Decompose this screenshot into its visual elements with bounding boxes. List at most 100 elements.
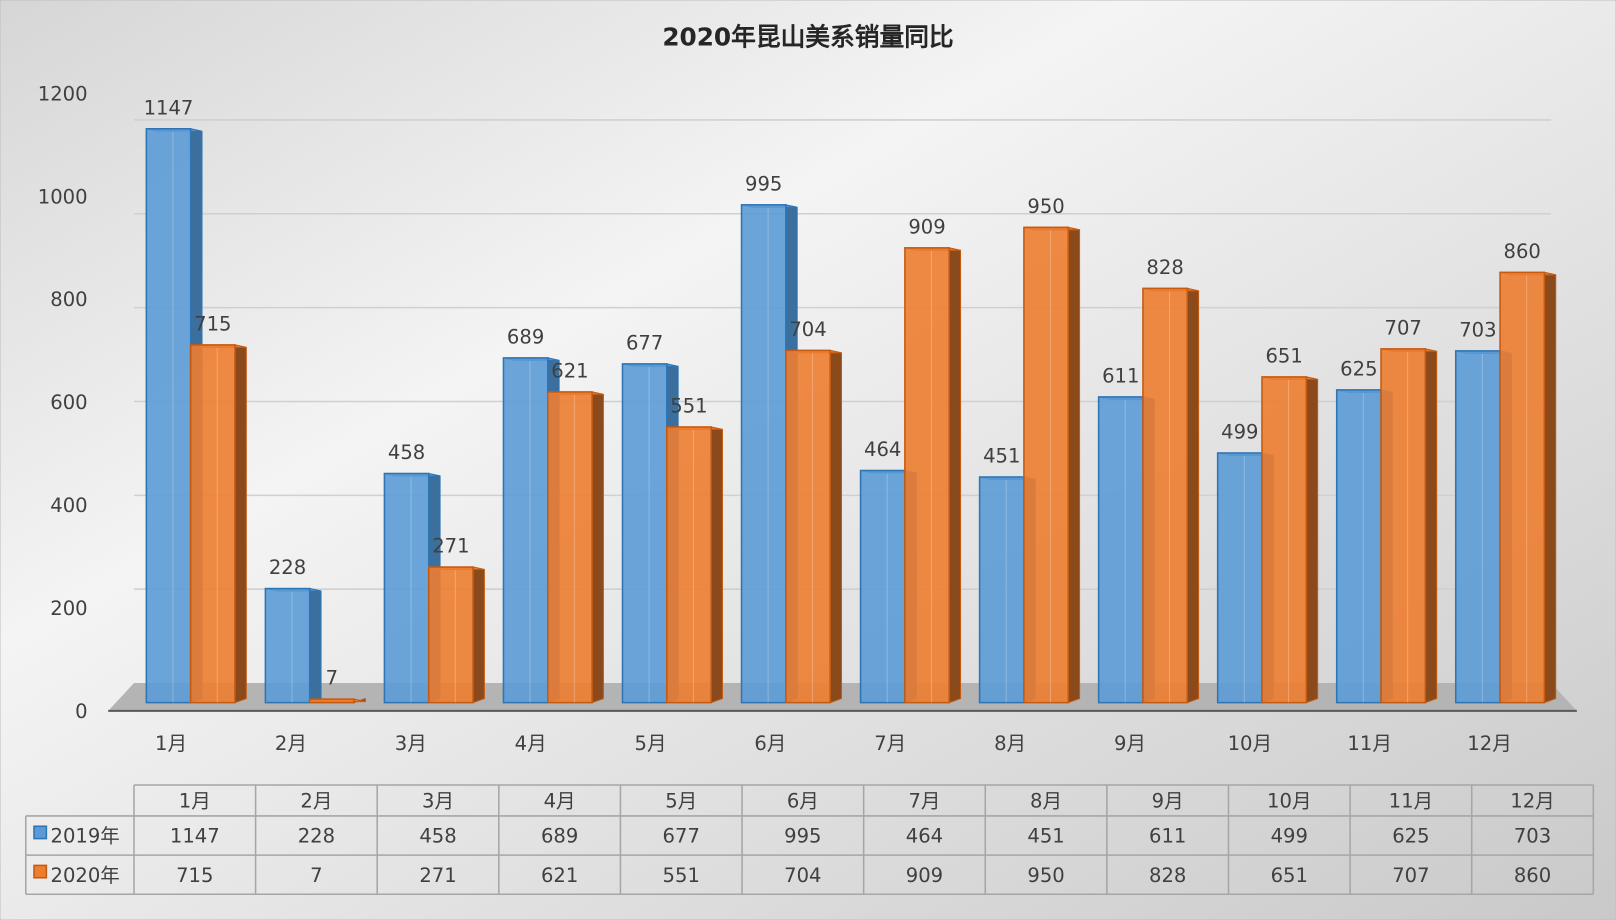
bar-2020-9 bbox=[1142, 287, 1200, 704]
x-tick-label: 8月 bbox=[994, 732, 1026, 755]
table-header-cell: 1月 bbox=[179, 790, 211, 813]
bar-front-face bbox=[546, 391, 593, 704]
bar-front-face bbox=[859, 469, 906, 704]
bar-front-face bbox=[785, 349, 831, 704]
data-label: 909 bbox=[908, 215, 945, 238]
bar-front-face bbox=[1216, 452, 1263, 704]
y-tick-label: 0 bbox=[75, 700, 87, 723]
bar-2020-12 bbox=[1499, 271, 1557, 704]
table-cell: 950 bbox=[1027, 864, 1064, 887]
bar-2019-2 bbox=[264, 587, 322, 704]
data-label: 7 bbox=[326, 667, 338, 690]
bar-side-face bbox=[1067, 226, 1081, 704]
data-label: 715 bbox=[194, 312, 231, 335]
x-tick-label: 1月 bbox=[155, 732, 187, 755]
table-cell: 621 bbox=[541, 864, 578, 887]
table-cell: 689 bbox=[541, 825, 578, 848]
data-label: 611 bbox=[1102, 365, 1139, 388]
data-label: 625 bbox=[1340, 358, 1377, 381]
table-cell: 228 bbox=[298, 825, 335, 848]
data-label: 551 bbox=[670, 395, 707, 418]
table-header-cell: 5月 bbox=[665, 790, 697, 813]
bar-front-face bbox=[427, 566, 474, 704]
bar-front-face bbox=[1261, 376, 1308, 704]
table-header-cell: 8月 bbox=[1030, 790, 1062, 813]
bar-2020-1 bbox=[189, 344, 247, 704]
bar-2020-5 bbox=[666, 426, 723, 704]
y-tick-label: 600 bbox=[50, 391, 87, 414]
bar-front-face bbox=[1097, 396, 1144, 704]
bar-side-face bbox=[1186, 287, 1200, 704]
legend-label: 2020年 bbox=[51, 864, 120, 887]
table-header-cell: 9月 bbox=[1152, 790, 1184, 813]
table-cell: 551 bbox=[663, 864, 700, 887]
bar-front-face bbox=[1335, 389, 1382, 704]
x-tick-label: 3月 bbox=[395, 732, 427, 755]
data-label: 689 bbox=[507, 326, 544, 349]
data-label: 707 bbox=[1385, 317, 1422, 340]
y-tick-label: 200 bbox=[50, 597, 87, 620]
x-tick-label: 5月 bbox=[635, 732, 667, 755]
bar-side-face bbox=[1305, 376, 1319, 704]
bar-front-face bbox=[904, 247, 950, 704]
bar-front-face bbox=[189, 344, 236, 704]
x-tick-label: 10月 bbox=[1228, 732, 1272, 755]
bar-side-face bbox=[948, 247, 962, 704]
table-header-cell: 11月 bbox=[1389, 790, 1433, 813]
table-header-cell: 4月 bbox=[544, 790, 576, 813]
y-tick-label: 800 bbox=[50, 288, 87, 311]
data-label: 621 bbox=[551, 360, 588, 383]
data-label: 703 bbox=[1459, 319, 1496, 342]
bar-front-face bbox=[1499, 271, 1546, 704]
data-label: 464 bbox=[864, 438, 901, 461]
bar-front-face bbox=[666, 426, 712, 704]
x-tick-label: 12月 bbox=[1467, 732, 1511, 755]
bar-front-face bbox=[740, 204, 787, 704]
table-cell: 7 bbox=[310, 864, 322, 887]
data-label: 228 bbox=[269, 556, 306, 579]
x-tick-label: 9月 bbox=[1114, 732, 1146, 755]
bar-front-face bbox=[1023, 226, 1070, 704]
data-label: 458 bbox=[388, 441, 425, 464]
table-cell: 451 bbox=[1027, 825, 1064, 848]
table-cell: 715 bbox=[176, 864, 213, 887]
data-label: 451 bbox=[983, 445, 1020, 468]
bar-2020-6 bbox=[785, 349, 843, 704]
data-label: 995 bbox=[745, 172, 782, 195]
data-label: 677 bbox=[626, 332, 663, 355]
table-header-cell: 10月 bbox=[1267, 790, 1311, 813]
bar-side-face bbox=[829, 349, 843, 704]
bar-front-face bbox=[383, 472, 430, 704]
bar-2020-2 bbox=[308, 697, 366, 704]
table-cell: 271 bbox=[419, 864, 456, 887]
legend-label: 2019年 bbox=[51, 825, 120, 848]
data-label: 704 bbox=[789, 318, 826, 341]
table-cell: 828 bbox=[1149, 864, 1186, 887]
table-cell: 464 bbox=[906, 825, 943, 848]
x-tick-label: 11月 bbox=[1347, 732, 1391, 755]
table-cell: 704 bbox=[784, 864, 821, 887]
bar-side-face bbox=[710, 426, 723, 704]
bar-front-face bbox=[1454, 350, 1501, 704]
bar-side-face bbox=[472, 566, 485, 704]
bar-2020-4 bbox=[546, 391, 604, 704]
bar-front-face bbox=[145, 128, 192, 704]
data-label: 499 bbox=[1221, 421, 1258, 444]
table-cell: 625 bbox=[1392, 825, 1429, 848]
table-header-cell: 7月 bbox=[908, 790, 940, 813]
y-tick-label: 400 bbox=[50, 494, 87, 517]
bar-side-face bbox=[1543, 271, 1557, 704]
table-cell: 703 bbox=[1514, 825, 1551, 848]
bar-2020-8 bbox=[1023, 226, 1081, 704]
bar-2020-3 bbox=[427, 566, 485, 704]
bar-side-face bbox=[309, 587, 322, 704]
y-tick-label: 1200 bbox=[38, 82, 88, 105]
bar-2020-10 bbox=[1261, 376, 1319, 704]
legend-key-2020年 bbox=[33, 864, 48, 879]
table-header-cell: 12月 bbox=[1510, 790, 1554, 813]
table-cell: 909 bbox=[906, 864, 943, 887]
data-label: 950 bbox=[1027, 195, 1064, 218]
data-label: 651 bbox=[1265, 345, 1302, 368]
bar-side-face bbox=[1424, 348, 1438, 704]
